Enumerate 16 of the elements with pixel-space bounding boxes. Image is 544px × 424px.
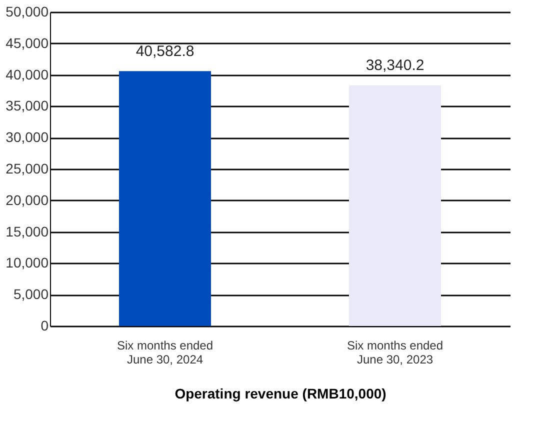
y-tick-label: 15,000 bbox=[6, 223, 49, 240]
y-tick-label: 45,000 bbox=[6, 34, 49, 51]
x-tick-label: Six months ended June 30, 2024 bbox=[116, 338, 214, 366]
y-tick-label: 50,000 bbox=[6, 4, 49, 20]
y-tick-label: 5,000 bbox=[13, 286, 49, 302]
data-label: 40,582.8 bbox=[136, 43, 194, 60]
y-tick-label: 40,000 bbox=[6, 66, 49, 82]
data-label: 38,340.2 bbox=[366, 57, 424, 74]
y-tick-label: 0 bbox=[40, 318, 49, 334]
y-tick-label: 35,000 bbox=[6, 98, 49, 114]
x-tick-label: Six months ended June 30, 2023 bbox=[346, 338, 444, 366]
y-tick-label: 20,000 bbox=[6, 192, 49, 208]
y-tick-label: 25,000 bbox=[6, 160, 49, 176]
y-tick-label: 30,000 bbox=[6, 129, 49, 146]
y-tick-label: 10,000 bbox=[6, 254, 49, 271]
x-axis-title: Operating revenue (RMB10,000) bbox=[174, 386, 386, 402]
